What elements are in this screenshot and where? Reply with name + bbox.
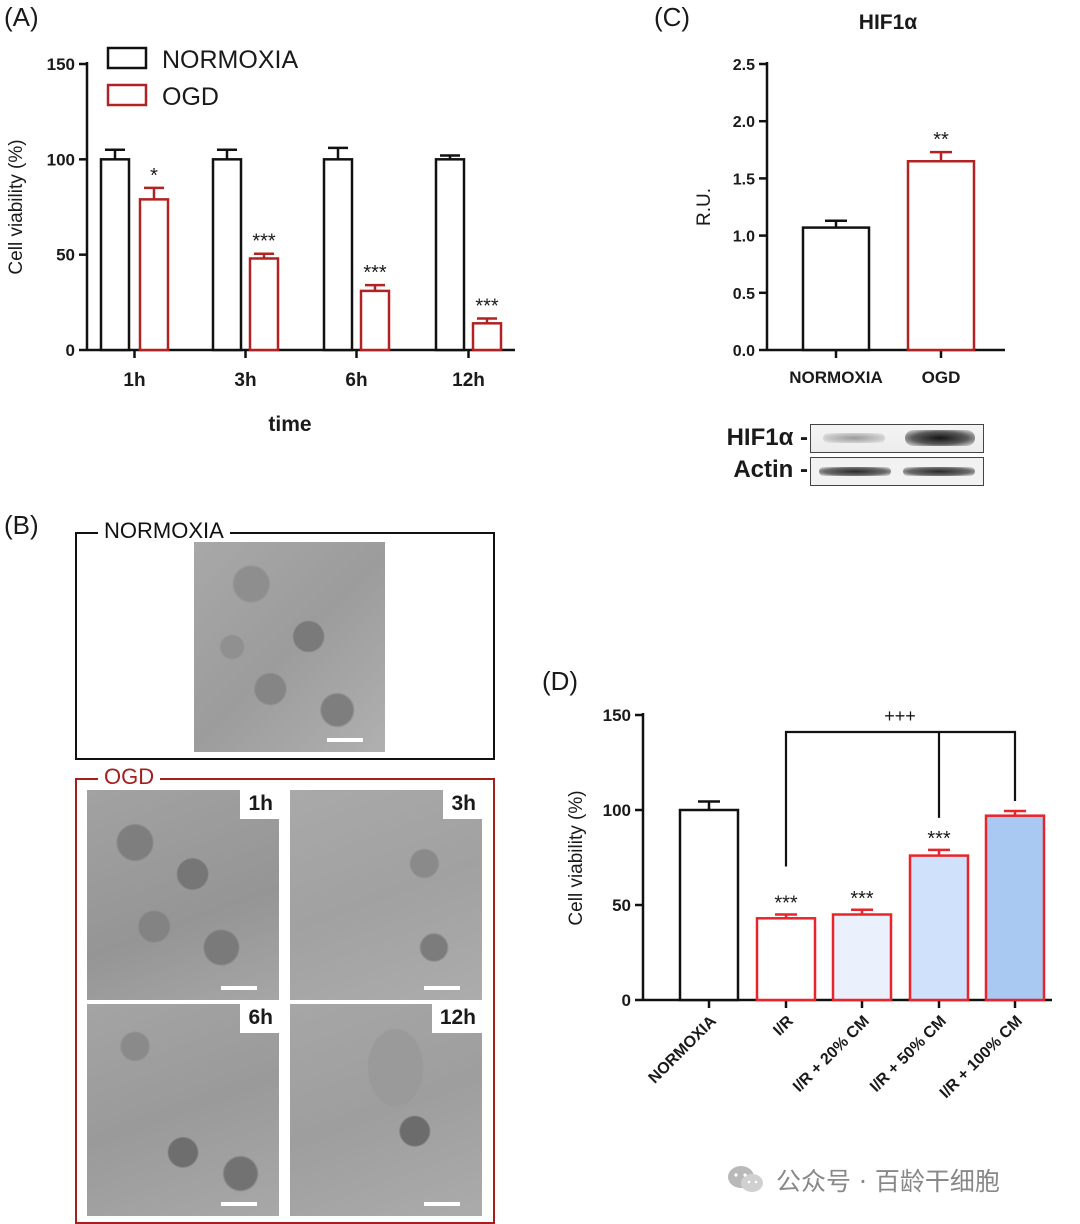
bar: [248, 257, 280, 352]
bar: [801, 226, 871, 352]
y-tick-label: 50: [612, 896, 631, 915]
significance-mark: ***: [774, 893, 798, 915]
micrograph-tag-3h: 3h: [443, 790, 482, 819]
significance-mark: *: [150, 165, 158, 187]
y-axis-label: Cell viability (%): [6, 139, 27, 274]
significance-bracket: [784, 730, 1017, 867]
blot-strip-hif1a: [810, 424, 984, 453]
x-tick-label: I/R + 50% CM: [867, 1013, 950, 1096]
bar: [138, 198, 170, 352]
bar: [984, 814, 1046, 1002]
y-tick-label: 0: [66, 341, 75, 360]
x-tick-label: 12h: [452, 370, 485, 391]
y-axis-label: R.U.: [694, 188, 715, 226]
scale-bar: [221, 1202, 257, 1206]
legend-swatch-normoxia: [106, 46, 148, 70]
normoxia-frame: [75, 532, 495, 760]
bar: [211, 158, 243, 352]
bar: [678, 808, 740, 1002]
y-tick-label: 1.0: [733, 229, 755, 246]
ogd-box-title: OGD: [98, 764, 161, 790]
watermark: 公众号 · 百龄干细胞: [726, 1162, 1000, 1198]
y-axis-label: Cell viability (%): [566, 790, 587, 925]
legend-label-ogd: OGD: [162, 83, 219, 111]
y-tick-label: 100: [47, 150, 75, 169]
scale-bar: [327, 738, 363, 742]
micrograph-tag-12h: 12h: [431, 1004, 482, 1033]
y-tick-label: 2.0: [733, 114, 755, 131]
bar: [99, 158, 131, 352]
western-blot: HIF1α - Actin -: [700, 420, 1000, 490]
chart-d-viability-cm: 0 50 100 150 NORMOXIA I/R *** I/R + 20% CM *** I/…: [566, 706, 1052, 1102]
y-tick-label: 0: [622, 991, 631, 1010]
chart-title: HIF1α: [859, 11, 918, 34]
bar: [322, 158, 354, 352]
micrograph-ogd-6h: 6h: [87, 1004, 279, 1216]
panel-label-b: (B): [4, 510, 39, 540]
micrograph-normoxia: [194, 542, 385, 752]
significance-mark: ***: [850, 888, 874, 910]
bar: [831, 913, 893, 1002]
wechat-icon: [728, 1166, 763, 1192]
x-tick-label: 3h: [234, 370, 256, 391]
significance-mark: ***: [252, 231, 276, 253]
blot-strip-actin: [810, 457, 984, 486]
bar: [359, 289, 391, 352]
x-tick-label: 6h: [345, 370, 367, 391]
bracket-label: +++: [884, 706, 916, 726]
micrograph-tag-1h: 1h: [240, 790, 279, 819]
bar: [471, 322, 503, 352]
y-tick-label: 0.0: [733, 343, 755, 360]
panel-label-d: (D): [542, 666, 579, 696]
legend-swatch-ogd: [106, 83, 148, 107]
x-axis-label: time: [268, 413, 311, 436]
significance-mark: ***: [927, 828, 951, 850]
significance-mark: ***: [363, 262, 387, 284]
y-tick-label: 0.5: [733, 286, 755, 303]
y-tick-label: 50: [56, 246, 75, 265]
x-tick-label: I/R + 20% CM: [790, 1013, 873, 1096]
legend-label-normoxia: NORMOXIA: [162, 46, 298, 74]
watermark-text: 公众号 · 百龄干细胞: [776, 1167, 1000, 1196]
scale-bar: [424, 986, 460, 990]
micrograph-tag-6h: 6h: [240, 1004, 279, 1033]
bar: [908, 854, 970, 1002]
y-tick-label: 1.5: [733, 171, 755, 188]
x-tick-label: I/R: [770, 1012, 797, 1039]
micrograph-ogd-1h: 1h: [87, 790, 279, 1000]
bar: [434, 158, 466, 352]
micrograph-ogd-3h: 3h: [290, 790, 482, 1000]
micrograph-ogd-12h: 12h: [290, 1004, 482, 1216]
x-tick-label: OGD: [922, 368, 961, 387]
blot-label-actin: Actin -: [733, 456, 808, 483]
chart-c-hif1a: HIF1α 0.0 0.5 1.0 1.5 2.0 2.5 NORMOXIA OGD ** R.U.: [694, 11, 1005, 387]
panel-label-c: (C): [654, 2, 691, 32]
ogd-frame: [75, 778, 495, 1224]
x-tick-label: I/R + 100% CM: [937, 1013, 1026, 1102]
x-tick-label: NORMOXIA: [646, 1012, 721, 1087]
bar: [755, 917, 817, 1002]
scale-bar: [221, 986, 257, 990]
x-tick-label: 1h: [123, 370, 145, 391]
x-tick-label: NORMOXIA: [789, 368, 883, 387]
panel-label-a: (A): [4, 2, 39, 32]
y-tick-label: 100: [603, 801, 631, 820]
normoxia-box-title: NORMOXIA: [98, 518, 230, 544]
y-tick-label: 150: [47, 55, 75, 74]
blot-label-hif1a: HIF1α -: [726, 424, 808, 451]
y-tick-label: 150: [603, 706, 631, 725]
significance-mark: ***: [475, 296, 499, 318]
bar: [906, 159, 976, 352]
scale-bar: [424, 1202, 460, 1206]
y-tick-label: 2.5: [733, 57, 755, 74]
significance-mark: **: [933, 129, 949, 151]
